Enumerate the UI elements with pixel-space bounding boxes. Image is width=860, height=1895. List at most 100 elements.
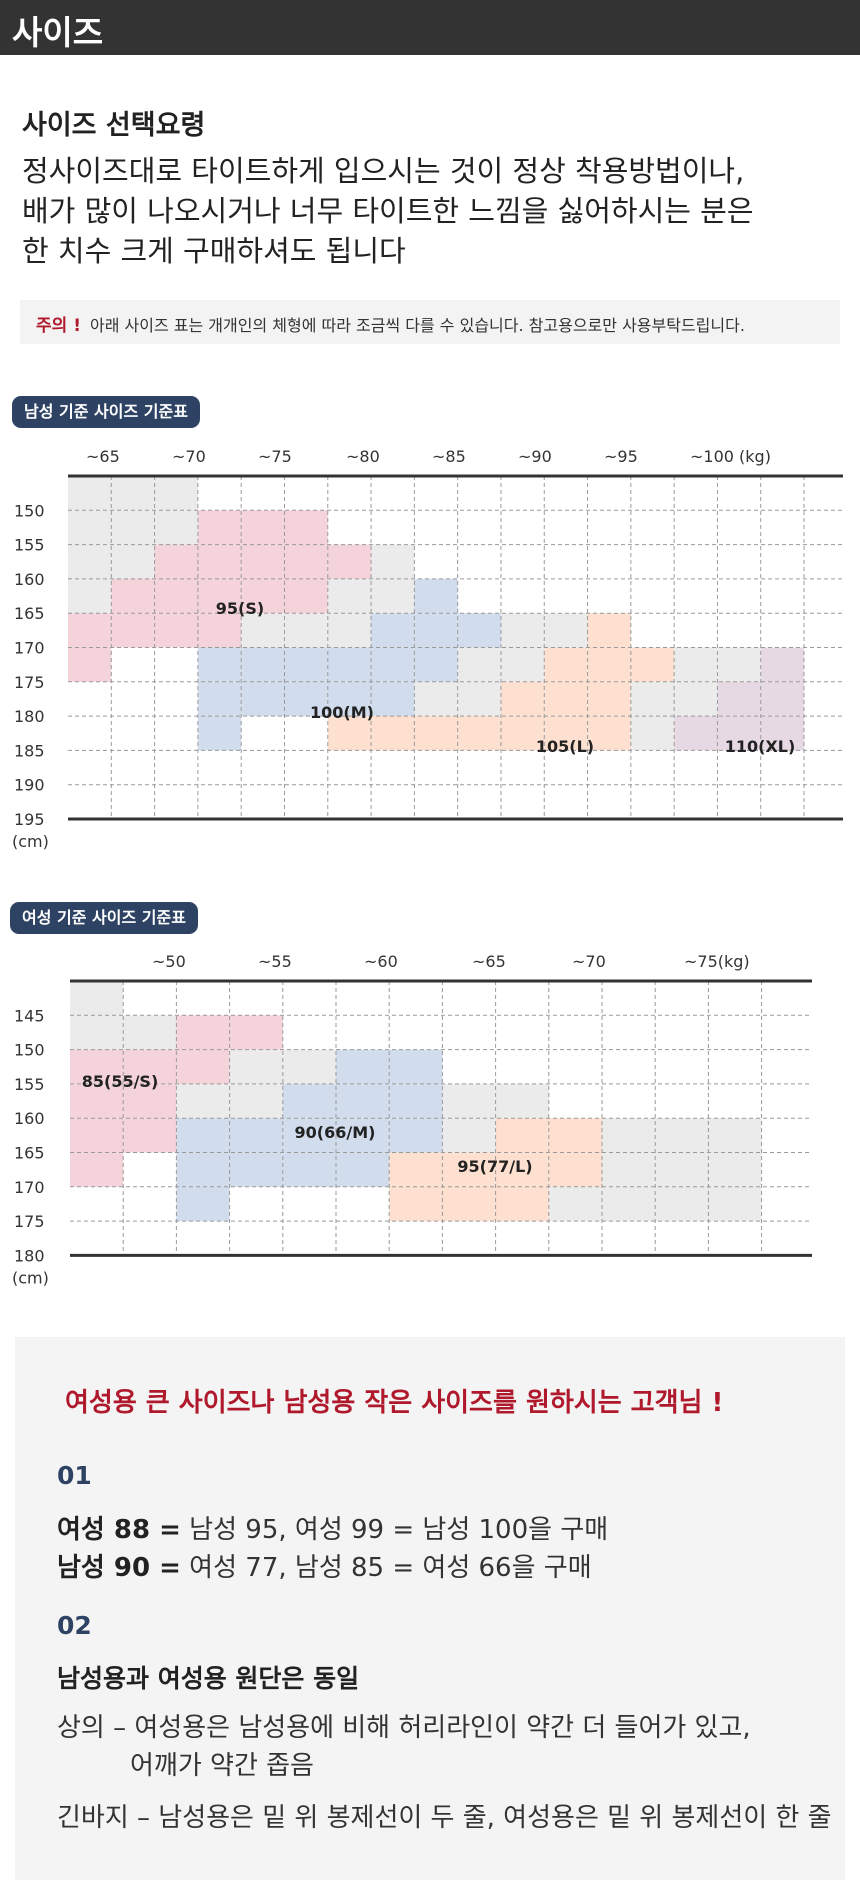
size-cell-17 (68, 578, 112, 614)
size-cell-51 (602, 1186, 656, 1222)
size-label: 100(M) (310, 703, 374, 722)
size-cell-75 (587, 716, 631, 751)
size-cell-27 (389, 1118, 443, 1153)
x-axis-label: ~75(kg) (684, 952, 750, 971)
size-cell-1 (111, 476, 155, 511)
y-axis-label: 160 (14, 570, 45, 589)
size-cell-20 (495, 1083, 549, 1119)
size-cell-72 (457, 716, 501, 751)
women-size-chart: ~50 ~55 ~60 ~65 ~70 ~75(kg) 145 150 155 160 165 170… (12, 952, 812, 1287)
size-cell-35 (457, 613, 501, 648)
y-axis-label: 155 (14, 536, 45, 555)
men-chart-badge: 남성 기준 사이즈 기준표 (12, 396, 200, 428)
size-cell-50 (548, 1186, 602, 1222)
tip-top-line-2: 어깨가 약간 좁음 (130, 1751, 314, 1781)
size-cell-9 (68, 544, 112, 579)
y-axis-unit: (cm) (12, 832, 49, 851)
tip-rule-men-90: 남성 90 = 여성 77, 남성 85 = 여성 66을 구매 (57, 1547, 592, 1584)
tip-pants-line: 긴바지 – 남성용은 밑 위 봉제선이 두 줄, 여성용은 밑 위 봉제선이 한… (57, 1803, 832, 1833)
size-cell-68 (197, 716, 242, 751)
size-cell-26 (336, 1118, 390, 1153)
size-cell-38 (336, 1152, 390, 1187)
y-axis-label: 175 (14, 1212, 45, 1231)
size-cell-77 (674, 716, 718, 751)
size-cell-19 (442, 1083, 496, 1119)
men-size-chart: ~65 ~70 ~75 ~80 ~85 ~90 ~95 ~100 (kg) 150 155 160 1… (12, 447, 843, 851)
size-cell-33 (371, 613, 415, 648)
size-cell-47 (500, 647, 545, 682)
size-cell-34 (70, 1152, 124, 1187)
size-cell-13 (123, 1083, 177, 1119)
tip-number-02: 02 (57, 1611, 92, 1640)
x-axis-label: ~50 (152, 952, 186, 971)
size-cell-3 (68, 510, 112, 545)
guide-line-2: 배가 많이 나오시거나 너무 타이트한 느낌을 싫어하시는 분은 (22, 194, 754, 228)
size-cell-16 (282, 1083, 336, 1119)
y-axis-label: 190 (14, 776, 45, 795)
size-cell-14 (176, 1083, 230, 1119)
size-cell-60 (457, 681, 501, 717)
x-axis-label: ~80 (346, 447, 380, 466)
y-axis-label: 180 (14, 1246, 45, 1265)
tip-title: 여성용 큰 사이즈나 남성용 작은 사이즈를 원하시는 고객님 ! (65, 1388, 724, 1418)
size-label: 95(77/L) (457, 1157, 532, 1176)
size-cell-2 (154, 476, 198, 511)
notice-text: 아래 사이즈 표는 개개인의 체형에 따라 조금씩 다를 수 있습니다. 참고용… (90, 316, 745, 335)
size-cell-48 (442, 1186, 496, 1222)
size-cell-71 (414, 716, 458, 751)
size-cell-78 (717, 716, 761, 751)
size-cell-6 (197, 510, 242, 545)
y-axis-label: 170 (14, 1178, 45, 1197)
size-cell-28 (442, 1118, 496, 1153)
size-cell-33 (708, 1118, 762, 1153)
page-header: 사이즈 (0, 0, 860, 55)
size-cell-56 (284, 681, 328, 717)
size-cell-6 (123, 1049, 177, 1084)
tip-rule-men-90-key: 남성 90 = (57, 1553, 181, 1583)
y-axis-label: 195 (14, 810, 45, 829)
size-cell-11 (389, 1049, 443, 1084)
y-axis-label: 180 (14, 707, 45, 726)
size-cell-32 (655, 1118, 709, 1153)
x-axis-label: ~60 (364, 952, 398, 971)
size-cell-62 (544, 681, 588, 717)
size-cell-18 (111, 578, 155, 614)
y-axis-label: 165 (14, 1144, 45, 1163)
size-cell-36 (229, 1152, 283, 1187)
x-axis-label: ~65 (86, 447, 120, 466)
guide-line-1: 정사이즈대로 타이트하게 입으시는 것이 정상 착용방법이나, (22, 154, 745, 188)
size-cell-22 (284, 578, 328, 614)
size-cell-58 (371, 681, 415, 717)
size-cell-39 (389, 1152, 443, 1187)
size-cell-52 (717, 647, 761, 682)
size-cell-2 (123, 1015, 177, 1050)
y-axis-label: 145 (14, 1006, 45, 1025)
size-cell-20 (197, 578, 242, 614)
size-cell-26 (68, 613, 112, 648)
size-cell-42 (284, 647, 328, 682)
size-label: 105(L) (536, 737, 594, 756)
size-cell-39 (68, 647, 112, 682)
size-cell-24 (371, 578, 415, 614)
size-cell-43 (602, 1152, 656, 1187)
size-cell-45 (414, 647, 458, 682)
women-chart-badge: 여성 기준 사이즈 기준표 (10, 902, 198, 934)
size-cell-41 (241, 647, 285, 682)
tip-fabric-same: 남성용과 여성용 원단은 동일 (57, 1664, 360, 1693)
size-cell-25 (282, 1118, 336, 1153)
size-cell-0 (70, 981, 124, 1016)
size-cell-7 (241, 510, 285, 545)
size-cell-30 (241, 613, 285, 648)
size-cell-28 (154, 613, 198, 648)
size-cell-12 (70, 1083, 124, 1119)
tip-top-line-1: 상의 – 여성용은 남성용에 비해 허리라인이 약간 더 들어가 있고, (57, 1713, 751, 1743)
size-cell-70 (371, 716, 415, 751)
size-cell-17 (336, 1083, 390, 1119)
size-cell-63 (587, 681, 631, 717)
size-cell-1 (70, 1015, 124, 1050)
size-cell-53 (708, 1186, 762, 1222)
page-title: 사이즈 (12, 13, 104, 52)
x-axis-label: ~70 (572, 952, 606, 971)
y-axis-label: 150 (14, 501, 45, 520)
size-cell-37 (544, 613, 588, 648)
